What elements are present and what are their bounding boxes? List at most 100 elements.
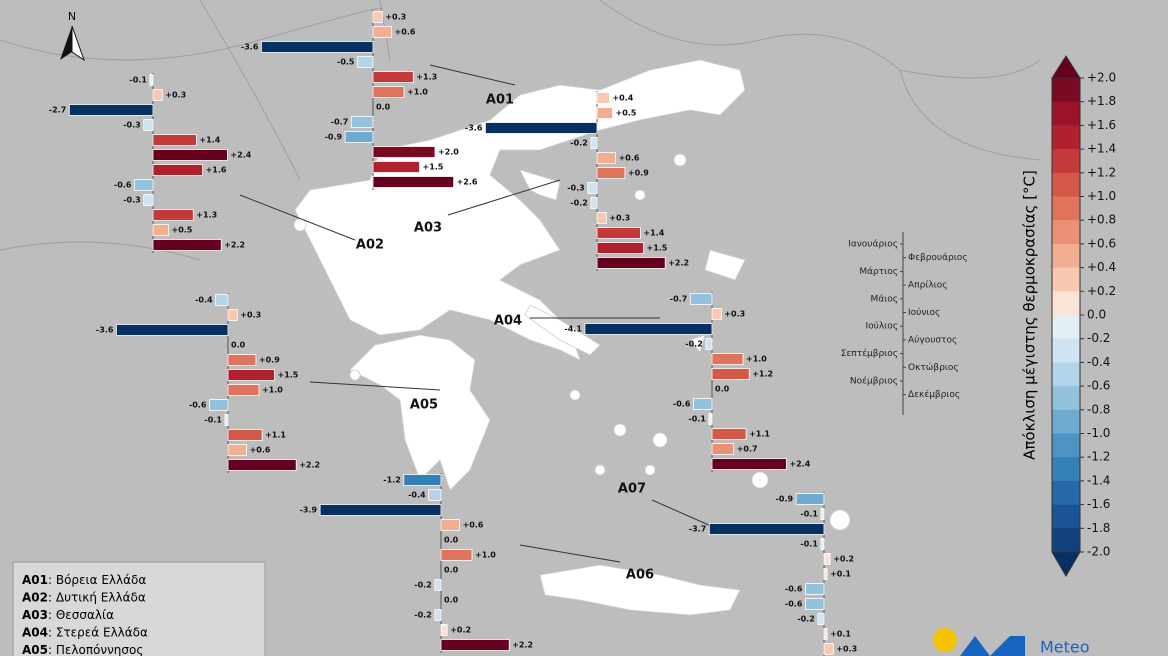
value-label: -0.1	[688, 415, 706, 424]
legend-entry: A03: Θεσσαλία	[22, 608, 114, 622]
value-label: -0.6	[114, 181, 132, 190]
value-label: -0.6	[785, 585, 803, 594]
bar	[705, 338, 713, 350]
bar	[440, 549, 473, 561]
value-label: +2.4	[230, 151, 251, 160]
colorbar-tick-label: -0.2	[1087, 331, 1110, 345]
value-label: -3.9	[300, 506, 318, 515]
logo-text: Meteo	[1040, 638, 1090, 656]
value-label: -0.3	[567, 184, 585, 193]
region-chart: A07 -0.9 -0.1 -3.7 -0.1 +0.2 +0.1 -0.6 -0.6 -0.2 +…	[618, 482, 857, 656]
colorbar-bin	[1052, 315, 1080, 339]
colorbar-bin	[1052, 409, 1080, 434]
bar	[440, 519, 461, 531]
value-label: +0.3	[165, 91, 186, 100]
colorbar-bin	[1052, 267, 1080, 292]
bar	[711, 428, 747, 440]
month-label: Οκτώβριος	[908, 362, 959, 373]
value-label: +1.4	[199, 136, 220, 145]
colorbar-bin	[1052, 504, 1080, 529]
bar	[484, 122, 598, 134]
region-chart: A04 -0.7 +0.3 -4.1 -0.2 +1.0 +1.2 0.0 -0.6 -0.1 +1…	[494, 292, 811, 472]
region-code: A03	[414, 221, 442, 236]
region-legend: A01: Βόρεια Ελλάδα A02: Δυτική Ελλάδα A03:…	[12, 561, 266, 656]
value-label: +0.3	[836, 645, 857, 654]
region-chart: A05 -0.4 +0.3 -3.6 0.0 +0.9 +1.5 +1.0 -0.6 -0.1 +1…	[96, 293, 441, 473]
region-chart: A01 +0.3 +0.6 -3.6 -0.5 +1.3 +1.0 0.0 -0.7 -0.9 +2…	[241, 10, 516, 190]
legend-separator: :	[48, 590, 56, 604]
legend-separator: :	[48, 625, 56, 639]
compass-label: N	[68, 10, 76, 23]
value-label: 0.0	[376, 103, 391, 112]
value-label: +0.3	[609, 214, 630, 223]
value-label: +0.3	[240, 311, 261, 320]
month-label: Ιούλιος	[865, 321, 898, 332]
value-label: -0.3	[123, 121, 141, 130]
bar	[820, 538, 825, 550]
value-label: -0.2	[570, 199, 588, 208]
value-label: -0.2	[570, 139, 588, 148]
value-label: -0.1	[800, 510, 818, 519]
bar	[693, 398, 713, 410]
region-chart: A06 -1.2 -0.4 -3.9 +0.6 0.0 +1.0 0.0 -0.2 0.0 -0.2…	[300, 473, 654, 653]
month-key: Ιανουάριος Φεβρουάριος Μάρτιος Απρίλιος Μάιο…	[841, 232, 968, 415]
value-label: +1.6	[206, 166, 227, 175]
value-label: +1.5	[647, 244, 668, 253]
value-label: +0.6	[250, 446, 271, 455]
colorbar-bin	[1052, 172, 1080, 197]
month-label: Απρίλιος	[908, 281, 948, 291]
value-label: +0.1	[830, 570, 851, 579]
month-label: Αύγουστος	[908, 334, 957, 345]
bar	[823, 568, 828, 580]
legend-name: Δυτική Ελλάδα	[56, 590, 146, 604]
bar	[428, 489, 442, 501]
value-label: -0.4	[195, 296, 213, 305]
bar	[152, 134, 197, 146]
value-label: -0.7	[331, 118, 349, 127]
legend-entry: A04: Στερεά Ελλάδα	[22, 625, 148, 639]
legend-box	[12, 561, 266, 656]
bar	[116, 324, 229, 336]
legend-code: A02	[22, 590, 48, 604]
bar	[208, 399, 229, 411]
bar	[805, 598, 825, 610]
value-label: +1.0	[407, 88, 428, 97]
bar	[152, 164, 203, 176]
bar	[823, 553, 831, 565]
bar	[227, 369, 275, 381]
region-code: A01	[486, 93, 514, 108]
value-label: +2.2	[668, 259, 689, 268]
leader-line	[447, 179, 561, 216]
bar	[403, 474, 442, 486]
value-label: +1.3	[196, 211, 217, 220]
value-label: +1.5	[278, 371, 299, 380]
value-label: -3.6	[96, 326, 114, 335]
colorbar-bin	[1052, 362, 1080, 387]
bar	[133, 179, 154, 191]
value-label: 0.0	[231, 341, 246, 350]
value-label: +1.5	[423, 163, 444, 172]
bar	[596, 152, 617, 164]
bar	[596, 107, 613, 119]
leader-line	[239, 194, 356, 241]
value-label: +2.2	[512, 641, 533, 650]
value-label: -0.2	[414, 611, 432, 620]
month-label: Δεκέμβριος	[908, 389, 960, 400]
colorbar-bin	[1052, 480, 1080, 505]
bar	[372, 11, 383, 23]
bar	[590, 197, 598, 209]
legend-separator: :	[48, 608, 56, 622]
value-label: -0.2	[685, 340, 703, 349]
value-label: +1.0	[475, 551, 496, 560]
bar	[152, 209, 194, 221]
legend-code: A04	[22, 625, 48, 639]
bar	[227, 384, 260, 396]
colorbar: +2.0 +1.8 +1.6 +1.4 +1.2 +1.0 +0.8 +0.6 +0.4 +0.2…	[1021, 55, 1116, 577]
value-label: -3.7	[689, 525, 707, 534]
bar	[711, 458, 787, 470]
bar	[372, 161, 420, 173]
value-label: +0.3	[724, 310, 745, 319]
bar	[260, 41, 374, 53]
bar	[584, 323, 713, 335]
bar	[319, 504, 442, 516]
